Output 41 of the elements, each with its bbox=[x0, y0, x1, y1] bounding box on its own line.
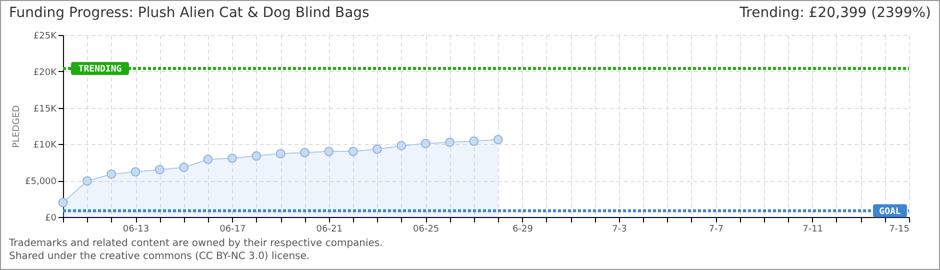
point bbox=[58, 198, 68, 208]
point bbox=[252, 151, 262, 161]
x-tick-label: 7-11 bbox=[802, 224, 824, 234]
point bbox=[420, 138, 430, 148]
point bbox=[203, 154, 213, 164]
text: Shared under the creative commons (CC BY-NC 3.0) license. bbox=[9, 251, 310, 262]
point bbox=[372, 144, 382, 154]
x-tick-label: 7-7 bbox=[708, 224, 724, 234]
y-axis-title: PLEDGED bbox=[12, 105, 22, 148]
x-tick-label: 7-3 bbox=[612, 224, 627, 234]
chart-title: Funding Progress: Plush Alien Cat & Dog Blind Bags bbox=[9, 4, 370, 23]
ref-line-label: TRENDING bbox=[78, 64, 122, 74]
point bbox=[179, 162, 189, 172]
ref-line-label: GOAL bbox=[879, 206, 902, 217]
point bbox=[155, 164, 164, 174]
point bbox=[469, 136, 479, 146]
point bbox=[130, 167, 140, 177]
x-tick-label: 7-15 bbox=[889, 224, 910, 234]
point bbox=[445, 138, 454, 147]
point bbox=[106, 169, 116, 179]
y-tick-label: £15K bbox=[33, 104, 58, 114]
x-tick-label: 06-21 bbox=[316, 224, 342, 234]
point bbox=[82, 176, 92, 186]
text: Trademarks and related content are owned by their respective companies. bbox=[9, 238, 383, 249]
x-tick-label: 6-29 bbox=[512, 224, 534, 234]
point bbox=[348, 146, 358, 156]
point bbox=[324, 146, 334, 156]
text: Trending: £20,399 (2399%) bbox=[740, 4, 931, 23]
y-tick-label: £0 bbox=[45, 214, 57, 224]
y-tick-label: £5,000 bbox=[25, 177, 57, 188]
point bbox=[228, 154, 237, 163]
point bbox=[396, 141, 406, 150]
point bbox=[300, 148, 310, 158]
y-tick-label: £20K bbox=[33, 68, 58, 78]
y-tick-label: £10K bbox=[33, 140, 58, 151]
point bbox=[493, 134, 503, 144]
point bbox=[276, 148, 286, 158]
x-tick-label: 06-13 bbox=[122, 224, 150, 234]
y-tick-label: £25K bbox=[33, 32, 58, 42]
x-tick-label: 06-17 bbox=[220, 224, 246, 234]
x-tick-label: 06-25 bbox=[412, 224, 440, 234]
